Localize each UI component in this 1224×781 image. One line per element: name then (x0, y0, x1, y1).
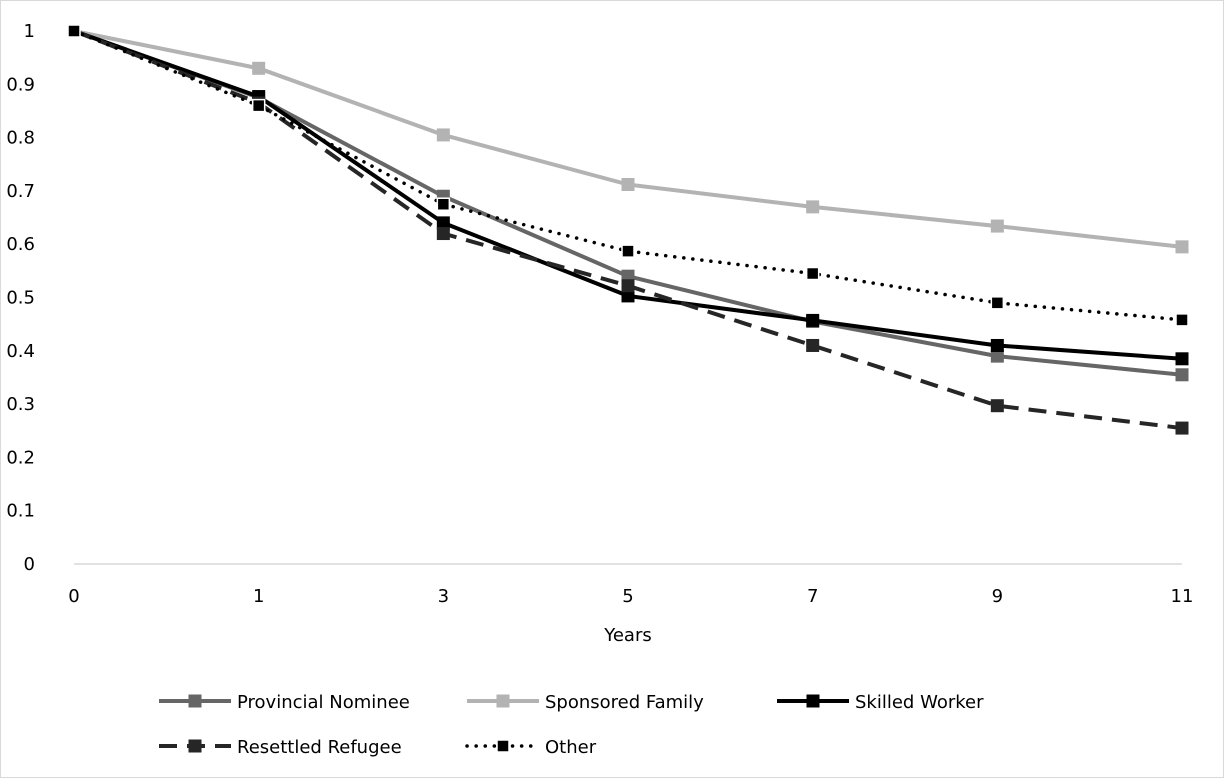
x-axis-title: Years (603, 625, 652, 646)
data-point (621, 178, 635, 192)
data-point (251, 98, 266, 113)
series-line (73, 29, 1183, 361)
data-point (1175, 352, 1189, 366)
series-layer (67, 24, 1189, 435)
series-line (73, 29, 1183, 249)
y-tick-label: 0.6 (6, 234, 35, 255)
data-point (806, 200, 820, 214)
legend-swatch-marker (496, 739, 510, 753)
data-point (621, 289, 635, 303)
legend-item: Resettled Refugee (159, 737, 402, 758)
data-point (806, 338, 820, 352)
data-point (990, 349, 1004, 363)
data-point (1175, 240, 1189, 254)
series-sponsored-family (67, 24, 1189, 254)
legend-item: Skilled Worker (777, 692, 984, 713)
y-tick-label: 0.2 (6, 447, 35, 468)
legend-label: Provincial Nominee (237, 692, 410, 713)
y-tick-label: 0.1 (6, 501, 35, 522)
data-point (436, 216, 450, 230)
legend-label: Skilled Worker (855, 692, 984, 713)
data-point (621, 244, 635, 258)
x-tick-label: 5 (622, 586, 633, 607)
y-tick-label: 0.9 (6, 74, 35, 95)
series-provincial-nominee (67, 24, 1189, 382)
data-point (67, 24, 81, 38)
legend-swatch-marker (806, 694, 820, 708)
data-point (806, 313, 820, 327)
y-tick-label: 0 (24, 554, 35, 575)
legend-swatch-marker (188, 739, 202, 753)
x-tick-label: 7 (807, 586, 818, 607)
data-point (1175, 313, 1189, 327)
x-axis-tick-labels: 0 1 3 5 7 9 11 (68, 586, 1193, 607)
legend-item: Provincial Nominee (159, 692, 410, 713)
y-tick-label: 0.5 (6, 288, 35, 309)
legend-label: Sponsored Family (545, 692, 704, 713)
y-tick-label: 0.4 (6, 341, 35, 362)
data-point (621, 279, 635, 293)
x-tick-label: 1 (253, 586, 264, 607)
data-point (436, 197, 451, 211)
data-point (805, 266, 820, 281)
data-point (990, 219, 1004, 233)
legend-label: Resettled Refugee (237, 737, 402, 758)
data-point (990, 399, 1004, 413)
data-point (990, 338, 1004, 352)
data-point (436, 227, 450, 241)
x-tick-label: 11 (1171, 586, 1194, 607)
legend-swatch-marker (188, 694, 202, 708)
series-line (73, 29, 1183, 377)
series-other (67, 24, 1189, 327)
y-tick-label: 0.7 (6, 181, 35, 202)
x-tick-label: 9 (992, 586, 1003, 607)
legend-label: Other (545, 737, 597, 758)
y-tick-label: 0.3 (6, 394, 35, 415)
legend-swatch-marker (496, 694, 510, 708)
series-skilled-worker (67, 24, 1189, 366)
data-point (436, 128, 450, 142)
y-tick-label: 0.8 (6, 128, 35, 149)
x-tick-label: 0 (68, 586, 79, 607)
y-tick-label: 1 (24, 21, 35, 42)
data-point (990, 296, 1005, 310)
x-tick-label: 3 (438, 586, 449, 607)
y-axis-tick-labels: 0 0.1 0.2 0.3 0.4 0.5 0.6 0.7 0.8 0.9 1 (6, 21, 35, 575)
legend-item: Sponsored Family (467, 692, 704, 713)
data-point (1175, 368, 1189, 382)
legend-item: Other (465, 737, 597, 758)
legend: Provincial Nominee Sponsored Family Skille… (159, 692, 984, 758)
data-point (252, 61, 266, 75)
data-point (1175, 421, 1189, 435)
